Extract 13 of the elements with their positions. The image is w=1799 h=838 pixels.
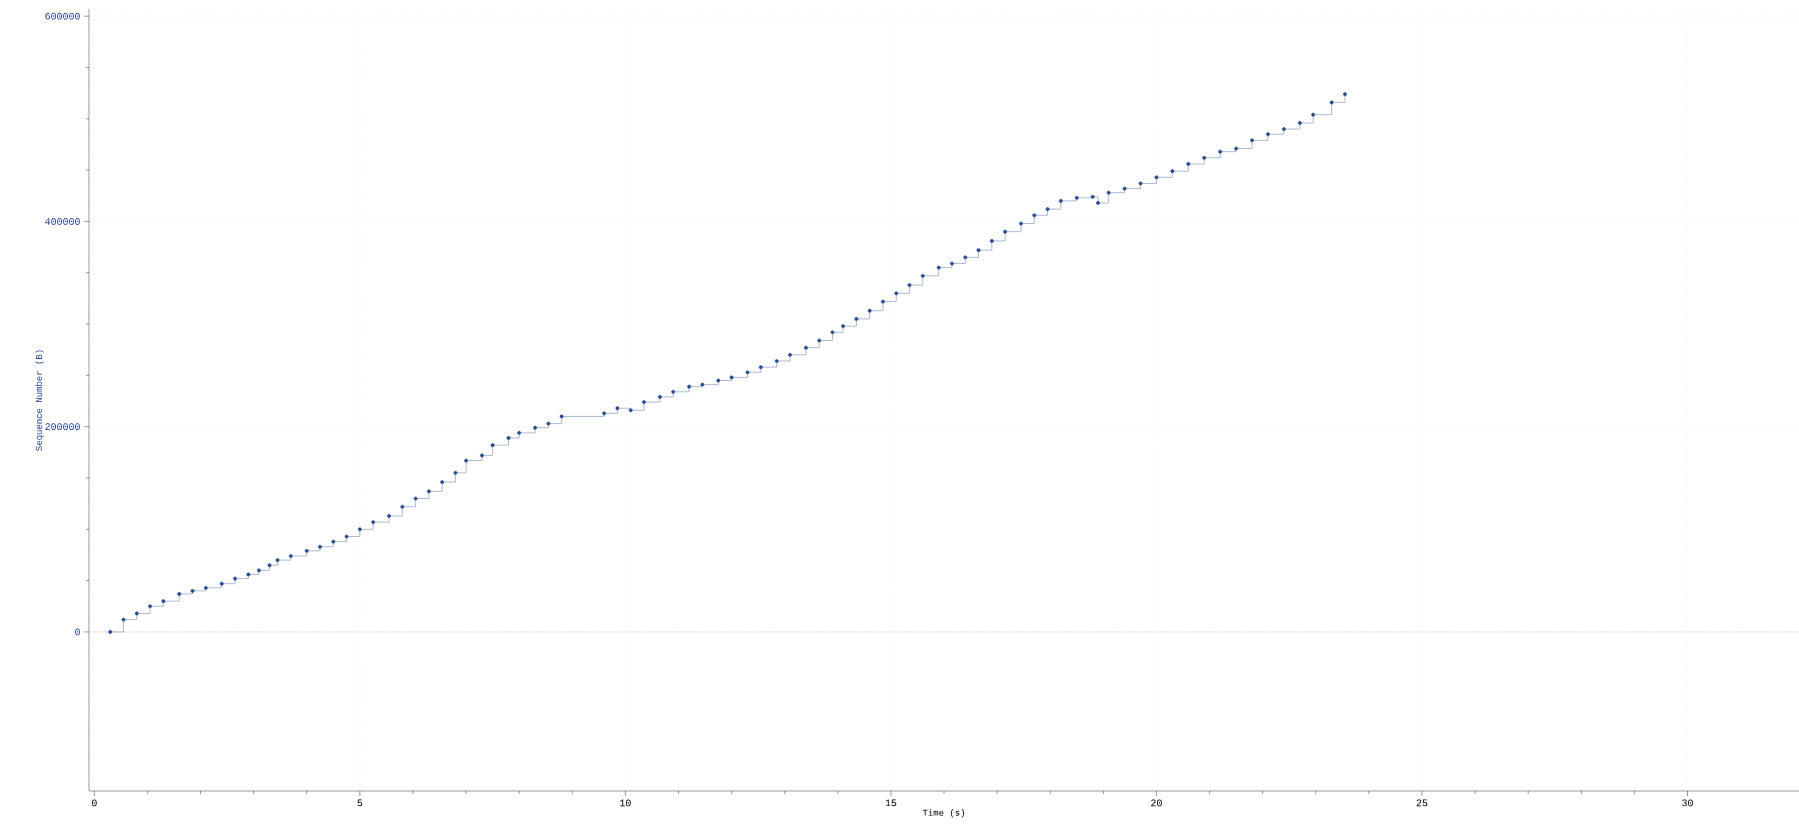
x-tick-label: 10 <box>620 799 631 807</box>
y-tick-label: 200000 <box>45 423 80 431</box>
x-tick-label: 15 <box>885 799 897 807</box>
x-axis-title: Time (s) <box>922 809 965 818</box>
y-tick-label: 600000 <box>45 12 80 20</box>
x-tick-label: 20 <box>1151 799 1162 807</box>
x-tick-label: 5 <box>357 799 363 807</box>
y-tick-label: 400000 <box>45 218 80 225</box>
y-axis-title: Sequence Number (B) <box>35 350 44 451</box>
y-tick-label: 0 <box>75 628 80 636</box>
x-tick-label: 25 <box>1416 799 1428 807</box>
x-tick-label: 30 <box>1682 799 1693 807</box>
x-tick-label: 0 <box>91 799 97 807</box>
